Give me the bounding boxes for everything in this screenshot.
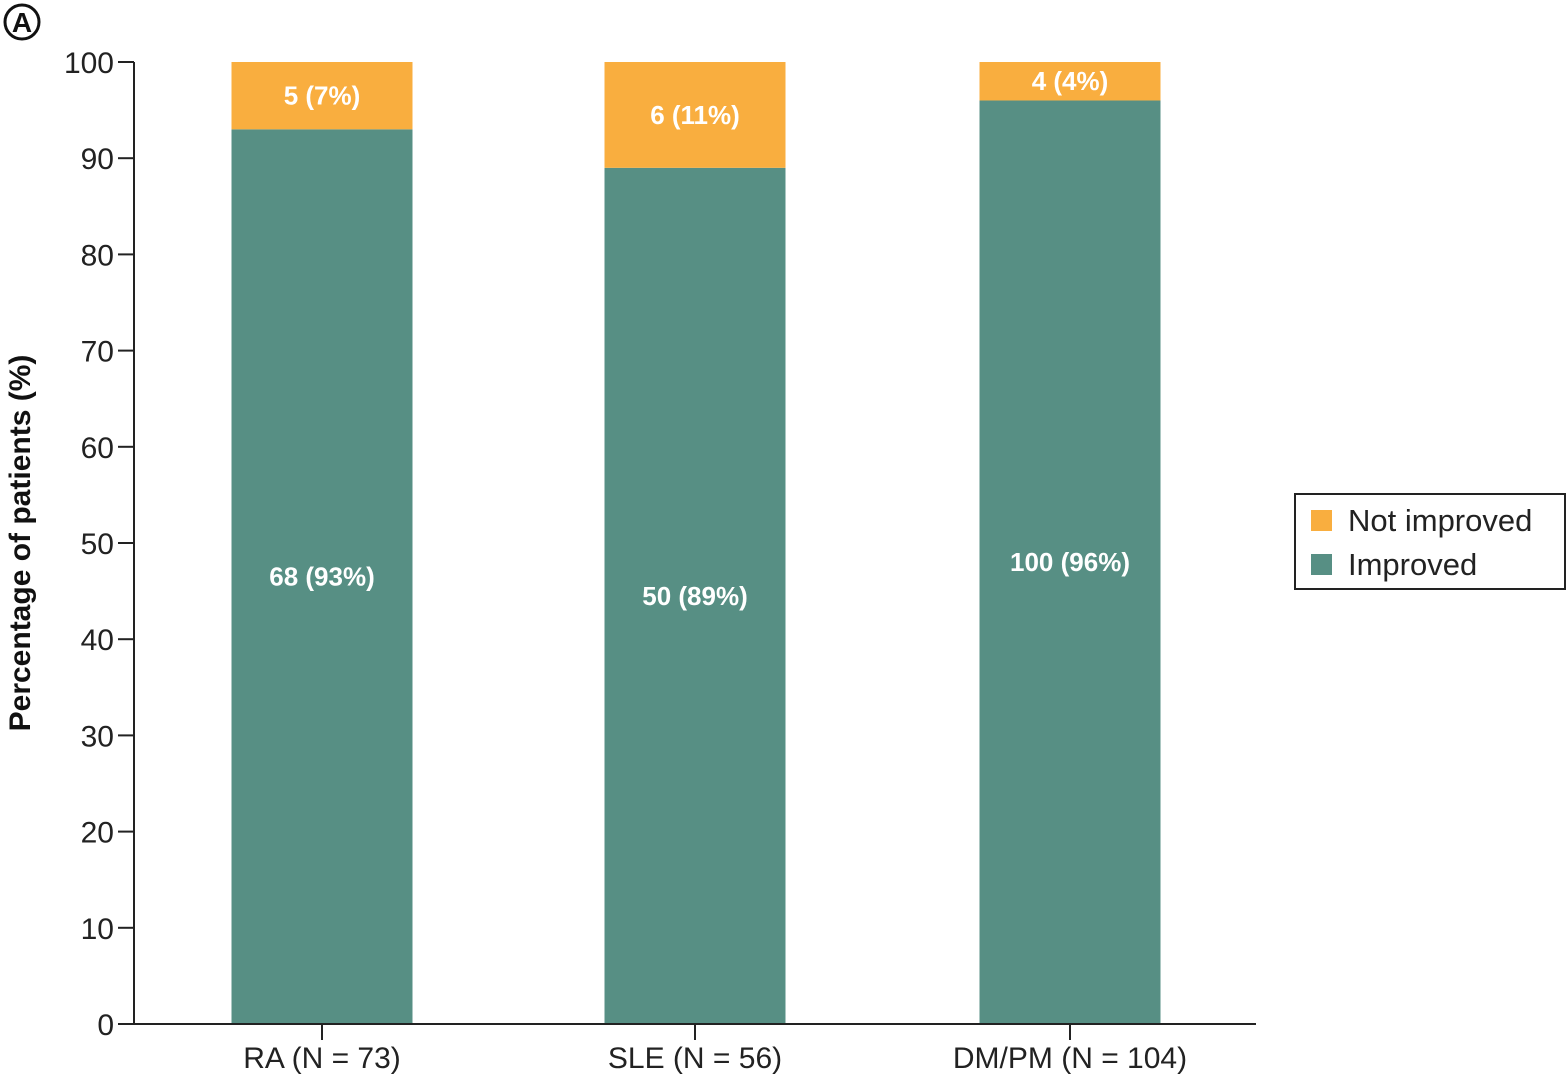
bar-not-improved-0 [231,62,413,130]
bar-label-not-improved-1: 6 (11%) [650,100,740,130]
y-tick-label-70: 70 [81,336,114,369]
y-tick-label-50: 50 [81,528,114,561]
x-tick-label-1: SLE (N = 56) [608,1042,782,1075]
y-axis-label: Percentage of patients (%) [4,355,37,732]
bar-not-improved-1 [604,62,786,168]
y-tick-label-80: 80 [81,239,114,272]
panel-label: A [3,3,41,41]
bar-label-not-improved-0: 5 (7%) [284,81,361,111]
legend-label-improved: Improved [1348,547,1477,582]
legend-swatch-not-improved [1311,510,1332,531]
y-tick-label-90: 90 [81,143,114,176]
y-tick-label-100: 100 [64,47,114,80]
x-tick-label-0: RA (N = 73) [243,1042,401,1075]
bar-label-improved-0: 68 (93%) [269,562,375,592]
bar-improved-0 [231,129,413,1025]
y-tick-label-40: 40 [81,624,114,657]
legend-frame [1294,493,1566,590]
y-tick-label-30: 30 [81,720,114,753]
legend: Not improved Improved [1294,493,1566,590]
y-tick-label-20: 20 [81,817,114,850]
legend-label-not-improved: Not improved [1348,503,1532,538]
y-tick-label-60: 60 [81,432,114,465]
x-tick-label-2: DM/PM (N = 104) [953,1042,1187,1075]
panel-label-text: A [12,7,32,38]
bar-improved-1 [604,167,786,1024]
bar-not-improved-2 [979,62,1161,101]
y-tick-label-0: 0 [97,1009,114,1042]
plot-area: 68 (93%) 5 (7%) 50 (89%) 6 (11%) 100 (96%) 4 … [64,47,1256,1075]
bar-label-improved-2: 100 (96%) [1010,547,1130,577]
bar-improved-2 [979,100,1161,1025]
y-tick-label-10: 10 [81,913,114,946]
legend-swatch-improved [1311,554,1332,575]
bar-label-not-improved-2: 4 (4%) [1032,66,1109,96]
bar-label-improved-1: 50 (89%) [642,581,748,611]
